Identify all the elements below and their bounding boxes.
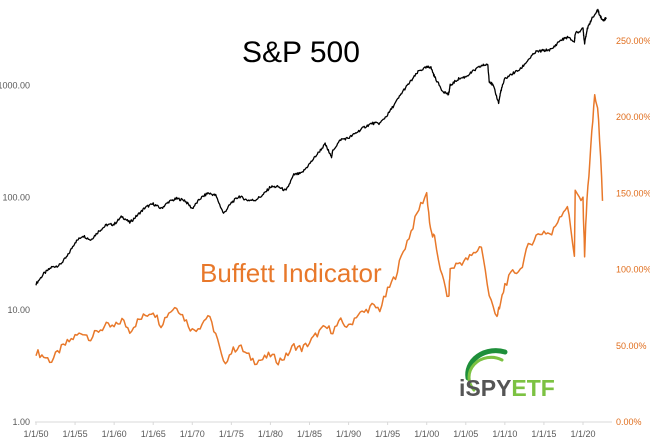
- x-axis-tick-label: 1/1/95: [375, 429, 400, 439]
- x-axis-tick-label: 1/1/60: [102, 429, 127, 439]
- left-axis-tick-label: 1000.00: [0, 81, 30, 91]
- x-axis-tick-label: 1/1/85: [297, 429, 322, 439]
- svg-text:iSPYETF: iSPYETF: [459, 375, 555, 401]
- x-axis-tick-label: 1/1/90: [336, 429, 361, 439]
- buffett-indicator-title: Buffett Indicator: [200, 258, 382, 288]
- logo-swoosh-accent-icon: [467, 355, 504, 392]
- x-axis-tick-label: 1/1/00: [414, 429, 439, 439]
- right-axis-tick-label: 50.00%: [616, 341, 647, 351]
- x-axis-ticks: 1/1/50 1/1/55 1/1/60 1/1/65 1/1/70 1/1/75 1/1/…: [23, 422, 596, 439]
- left-axis-tick-label: 1.00: [12, 417, 30, 427]
- x-axis-tick-label: 1/1/65: [141, 429, 166, 439]
- sp500-title: S&P 500: [242, 36, 360, 69]
- logo-suffix: ETF: [511, 375, 554, 401]
- series-buffett-indicator-line: [35, 94, 604, 366]
- x-axis-tick-label: 1/1/55: [63, 429, 88, 439]
- x-axis-tick-label: 1/1/20: [570, 429, 595, 439]
- x-axis-tick-label: 1/1/15: [531, 429, 556, 439]
- left-axis-tick-label: 10.00: [7, 305, 30, 315]
- right-axis-tick-label: 100.00%: [616, 265, 650, 275]
- x-axis-tick-label: 1/1/10: [492, 429, 517, 439]
- left-axis-tick-label: 100.00: [2, 193, 30, 203]
- x-axis-tick-label: 1/1/50: [23, 429, 48, 439]
- left-axis-ticks: 1.00 10.00 100.00 1000.00: [0, 81, 30, 427]
- right-axis-tick-label: 150.00%: [616, 188, 650, 198]
- right-axis-tick-label: 200.00%: [616, 112, 650, 122]
- ispyetf-logo: iSPYETF: [459, 348, 555, 401]
- right-axis-tick-label: 0.00%: [616, 417, 642, 427]
- right-axis-ticks: 0.00% 50.00% 100.00% 150.00% 200.00% 250.00%: [616, 36, 650, 427]
- logo-prefix: iSPY: [459, 375, 511, 401]
- x-axis-tick-label: 1/1/05: [453, 429, 478, 439]
- right-axis-tick-label: 250.00%: [616, 36, 650, 46]
- logo-swoosh-icon: [465, 348, 508, 381]
- x-axis-tick-label: 1/1/80: [258, 429, 283, 439]
- series-sp500-line: [35, 8, 607, 286]
- x-axis-tick-label: 1/1/75: [219, 429, 244, 439]
- x-axis-tick-label: 1/1/70: [180, 429, 205, 439]
